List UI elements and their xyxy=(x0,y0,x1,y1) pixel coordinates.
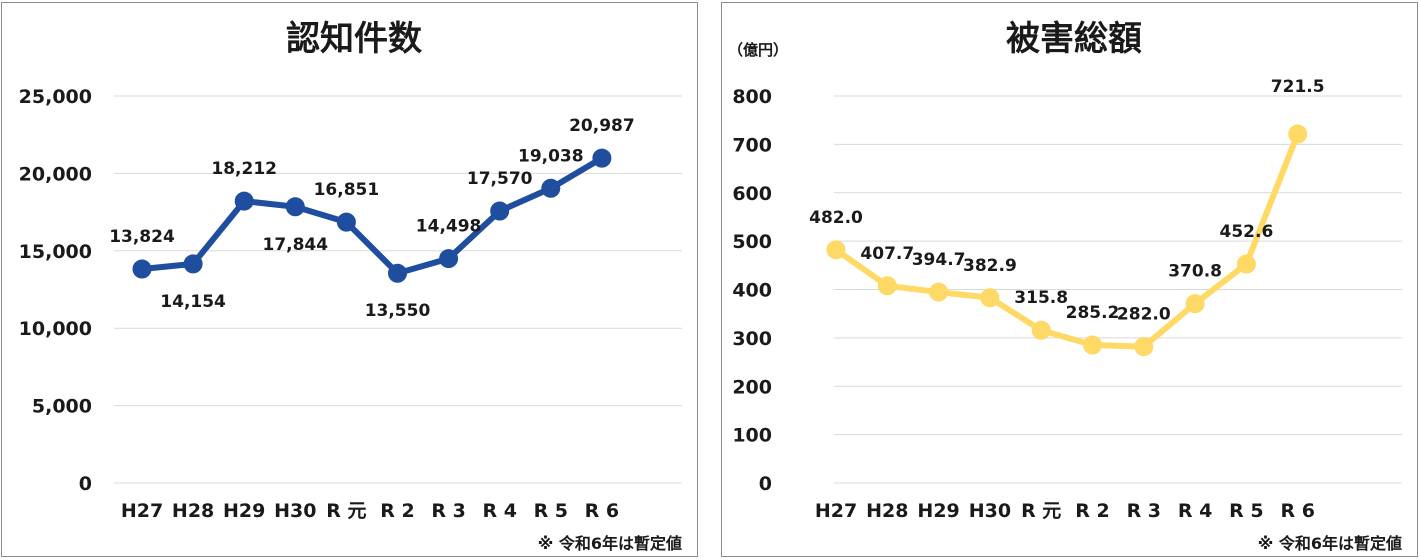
y-tick-label: 10,000 xyxy=(19,318,92,340)
footnote: ※ 令和6年は暫定値 xyxy=(1258,534,1402,553)
y-tick-label: 600 xyxy=(732,183,772,205)
data-label: 315.8 xyxy=(1014,288,1068,308)
data-label: 17,844 xyxy=(262,235,328,255)
data-point xyxy=(1185,294,1205,314)
x-tick-label: R 2 xyxy=(380,500,414,522)
x-tick-label: H30 xyxy=(274,500,316,522)
data-point xyxy=(132,259,152,279)
data-label: 17,570 xyxy=(467,169,533,189)
data-point xyxy=(541,178,561,198)
y-tick-label: 300 xyxy=(732,328,772,350)
series-line xyxy=(833,130,1301,350)
y-tick-label: 800 xyxy=(732,86,772,108)
data-label: 13,550 xyxy=(365,301,431,321)
series-line xyxy=(139,155,605,277)
chart-title: 被害総額 xyxy=(1006,19,1142,59)
data-label: 721.5 xyxy=(1271,77,1325,97)
y-tick-label: 200 xyxy=(732,376,772,398)
chart-panel-cases: 認知件数 0 5,000 10,000 15,000 20,000 25,000 H27 H28… xyxy=(1,2,698,557)
y-tick-label: 5,000 xyxy=(32,396,92,418)
data-label: 13,824 xyxy=(109,227,175,247)
data-label: 394.7 xyxy=(912,250,966,270)
data-label: 382.9 xyxy=(963,256,1017,276)
data-label: 282.0 xyxy=(1117,305,1171,325)
data-label: 16,851 xyxy=(314,180,380,200)
y-tick-label: 15,000 xyxy=(19,241,92,263)
data-label: 370.8 xyxy=(1168,262,1222,282)
data-point xyxy=(980,288,1000,308)
y-tick-label: 25,000 xyxy=(19,86,92,108)
data-point xyxy=(826,240,846,260)
data-point xyxy=(1134,337,1154,357)
data-label: 407.7 xyxy=(860,244,914,264)
data-label: 14,498 xyxy=(416,217,482,237)
data-point xyxy=(877,276,897,296)
x-tick-label: R 3 xyxy=(431,500,465,522)
x-tick-label: R 3 xyxy=(1127,500,1161,522)
y-tick-label: 500 xyxy=(732,231,772,253)
y-tick-label: 0 xyxy=(79,473,92,495)
data-point xyxy=(1236,254,1256,274)
data-label: 452.6 xyxy=(1220,222,1274,242)
data-point xyxy=(234,191,254,211)
x-tick-label: H27 xyxy=(815,500,857,522)
x-tick-label: H28 xyxy=(172,500,214,522)
data-point xyxy=(439,249,459,269)
data-point xyxy=(285,197,305,217)
chart-title: 認知件数 xyxy=(286,19,422,59)
x-tick-label: R 6 xyxy=(1280,500,1314,522)
x-tick-label: H29 xyxy=(223,500,265,522)
x-tick-label: R 6 xyxy=(585,500,619,522)
footnote: ※ 令和6年は暫定値 xyxy=(538,534,682,553)
x-tick-label: R 4 xyxy=(1178,500,1212,522)
data-point xyxy=(336,212,356,232)
y-unit-label: （億円） xyxy=(728,41,788,59)
x-tick-label: R 元 xyxy=(326,500,366,522)
data-point xyxy=(183,254,203,274)
data-point xyxy=(1083,335,1102,355)
y-tick-label: 0 xyxy=(759,473,772,495)
data-point xyxy=(1031,320,1051,340)
y-tick-label: 20,000 xyxy=(19,163,92,185)
x-tick-label: H30 xyxy=(969,500,1011,522)
data-label: 482.0 xyxy=(809,208,863,228)
data-label: 18,212 xyxy=(211,159,277,179)
data-point xyxy=(929,282,949,302)
x-tick-label: R 5 xyxy=(1229,500,1263,522)
data-point xyxy=(388,263,407,283)
data-point xyxy=(490,201,510,221)
data-label: 20,987 xyxy=(569,116,635,136)
x-tick-label: R 2 xyxy=(1075,500,1109,522)
data-label: 19,038 xyxy=(518,146,584,166)
x-tick-label: R 元 xyxy=(1021,500,1061,522)
data-point xyxy=(1288,124,1308,144)
data-label: 14,154 xyxy=(160,292,226,312)
x-tick-label: H28 xyxy=(866,500,908,522)
data-point xyxy=(592,148,612,168)
y-tick-label: 400 xyxy=(732,280,772,302)
x-tick-label: H29 xyxy=(917,500,959,522)
x-tick-label: H27 xyxy=(121,500,163,522)
data-label: 285.2 xyxy=(1066,303,1120,323)
damage-chart: 被害総額 （億円） 0 100 200 300 400 500 600 700 800 H27 H28 H… xyxy=(728,19,1402,553)
cases-chart: 認知件数 0 5,000 10,000 15,000 20,000 25,000 H27 H28… xyxy=(19,19,682,553)
x-tick-label: R 4 xyxy=(482,500,516,522)
y-tick-label: 100 xyxy=(732,425,772,447)
x-tick-label: R 5 xyxy=(534,500,568,522)
y-tick-label: 700 xyxy=(732,134,772,156)
chart-panel-damage: 被害総額 （億円） 0 100 200 300 400 500 600 700 800 H27 H28 H… xyxy=(721,2,1418,557)
